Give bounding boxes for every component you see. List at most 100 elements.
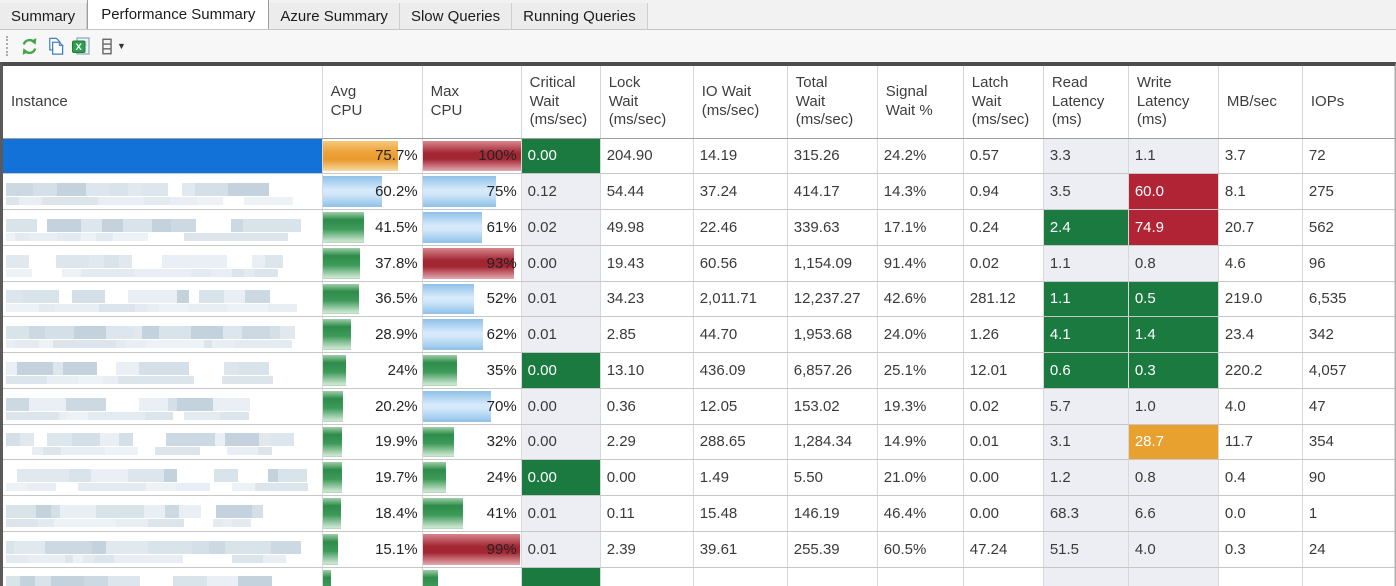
- table-row[interactable]: 20.2% 70% 0.00 0.36 12.05 153.02 19.3% 0.02 5.7 1…: [3, 388, 1395, 425]
- performance-grid: Instance Avg CPU Max CPU Critical Wait (ms/…: [0, 62, 1396, 586]
- avg_cpu-value: 24%: [387, 361, 418, 379]
- table-row[interactable]: 41.5% 61% 0.02 49.98 22.46 339.63 17.1% 0.24 2.4…: [3, 209, 1395, 246]
- copy-button[interactable]: [42, 34, 68, 58]
- instance-cell-redacted[interactable]: [3, 388, 323, 425]
- max_cpu-bar-cell: 99%: [422, 531, 522, 568]
- total_wait-cell: 12,237.27: [787, 281, 878, 318]
- instance-cell-redacted[interactable]: [3, 173, 323, 210]
- column-header-latch_wait[interactable]: Latch Wait (ms/sec): [963, 66, 1044, 139]
- iops-cell: 72: [1302, 138, 1395, 175]
- latch_wait-cell: 0.02: [963, 388, 1044, 425]
- io_wait-cell: 44.70: [693, 316, 788, 353]
- instance-cell-redacted[interactable]: [3, 352, 323, 389]
- avg_cpu-value: 18.4%: [375, 504, 418, 522]
- cpu-bar-green: [322, 212, 364, 243]
- cpu-bar-blue: [422, 390, 492, 422]
- iops-cell: [1302, 567, 1395, 586]
- read_latency-cell: 1.1: [1043, 245, 1129, 282]
- copy-icon: [46, 37, 65, 56]
- signal_wait-cell: 46.4%: [877, 495, 964, 532]
- lock_wait-cell: 13.10: [600, 352, 694, 389]
- table-row[interactable]: 28.9% 62% 0.01 2.85 44.70 1,953.68 24.0% 1.26 4.…: [3, 316, 1395, 353]
- max_cpu-bar-cell: [422, 567, 522, 586]
- cpu-bar-blue: [422, 176, 497, 207]
- cpu-bar-blue: [422, 212, 483, 243]
- max_cpu-bar-cell: 24%: [422, 459, 522, 496]
- total_wait-cell: 414.17: [787, 173, 878, 210]
- read_latency-cell: 1.1: [1043, 281, 1129, 318]
- signal_wait-cell: 91.4%: [877, 245, 964, 282]
- mb_sec-cell: [1218, 567, 1303, 586]
- column-header-read_latency[interactable]: Read Latency (ms): [1043, 66, 1129, 139]
- mb_sec-cell: 8.1: [1218, 173, 1303, 210]
- max_cpu-bar-cell: 41%: [422, 495, 522, 532]
- table-row[interactable]: 75.7% 100% 0.00 204.90 14.19 315.26 24.2% 0.57 3…: [3, 138, 1395, 175]
- toolbar-grip[interactable]: [6, 36, 11, 56]
- critical_wait-cell: 0.01: [521, 495, 601, 532]
- avg_cpu-value: 28.9%: [375, 326, 418, 344]
- iops-cell: 562: [1302, 209, 1395, 246]
- instance-cell-redacted[interactable]: [3, 281, 323, 318]
- table-row[interactable]: 19.9% 32% 0.00 2.29 288.65 1,284.34 14.9% 0.01 3…: [3, 424, 1395, 461]
- table-row[interactable]: 37.8% 93% 0.00 19.43 60.56 1,154.09 91.4% 0.02 1…: [3, 245, 1395, 282]
- table-row[interactable]: 18.4% 41% 0.01 0.11 15.48 146.19 46.4% 0.00 68.3…: [3, 495, 1395, 532]
- io_wait-cell: 12.05: [693, 388, 788, 425]
- table-row[interactable]: 19.7% 24% 0.00 0.00 1.49 5.50 21.0% 0.00 1.2 0.8 0…: [3, 459, 1395, 496]
- table-row[interactable]: 60.2% 75% 0.12 54.44 37.24 414.17 14.3% 0.94 3.5…: [3, 173, 1395, 210]
- export-excel-button[interactable]: X: [68, 34, 94, 58]
- critical_wait-cell: 0.01: [521, 281, 601, 318]
- avg_cpu-bar-cell: 60.2%: [322, 173, 423, 210]
- io_wait-cell: 2,011.71: [693, 281, 788, 318]
- avg_cpu-bar-cell: 37.8%: [322, 245, 423, 282]
- cpu-bar-green: [322, 426, 343, 458]
- mb_sec-cell: 3.7: [1218, 138, 1303, 175]
- signal_wait-cell: 24.2%: [877, 138, 964, 175]
- tab-azure-summary[interactable]: Azure Summary: [269, 3, 400, 29]
- tab-running-queries[interactable]: Running Queries: [512, 3, 648, 29]
- mb_sec-cell: 4.0: [1218, 388, 1303, 425]
- column-header-instance[interactable]: Instance: [3, 66, 323, 139]
- instance-cell-redacted[interactable]: [3, 316, 323, 353]
- column-header-write_latency[interactable]: Write Latency (ms): [1128, 66, 1219, 139]
- instance-cell-selected[interactable]: [3, 138, 323, 175]
- latch_wait-cell: 0.02: [963, 245, 1044, 282]
- refresh-button[interactable]: [16, 34, 42, 58]
- avg_cpu-value: 75.7%: [375, 147, 418, 165]
- instance-cell-redacted[interactable]: [3, 245, 323, 282]
- read_latency-cell: 2.4: [1043, 209, 1129, 246]
- column-header-mb_sec[interactable]: MB/sec: [1218, 66, 1303, 139]
- avg_cpu-bar-cell: 18.4%: [322, 495, 423, 532]
- signal_wait-cell: 60.5%: [877, 531, 964, 568]
- total_wait-cell: 153.02: [787, 388, 878, 425]
- table-row[interactable]: 24% 35% 0.00 13.10 436.09 6,857.26 25.1% 12.01 0…: [3, 352, 1395, 389]
- instance-cell-redacted[interactable]: [3, 459, 323, 496]
- total_wait-cell: [787, 567, 878, 586]
- column-header-io_wait[interactable]: IO Wait (ms/sec): [693, 66, 788, 139]
- tab-slow-queries[interactable]: Slow Queries: [399, 3, 513, 29]
- instance-cell-redacted[interactable]: [3, 209, 323, 246]
- instance-cell-redacted[interactable]: [3, 495, 323, 532]
- instance-cell-redacted[interactable]: [3, 424, 323, 461]
- max_cpu-bar-cell: 61%: [422, 209, 522, 246]
- column-chooser-button[interactable]: ▼: [94, 34, 130, 58]
- read_latency-cell: 3.5: [1043, 173, 1129, 210]
- table-row[interactable]: [3, 567, 1395, 586]
- table-row[interactable]: 15.1% 99% 0.01 2.39 39.61 255.39 60.5% 47.24 51.…: [3, 531, 1395, 568]
- instance-cell-redacted[interactable]: [3, 567, 323, 586]
- lock_wait-cell: 0.11: [600, 495, 694, 532]
- column-header-critical_wait[interactable]: Critical Wait (ms/sec): [521, 66, 601, 139]
- instance-cell-redacted[interactable]: [3, 531, 323, 568]
- io_wait-cell: [693, 567, 788, 586]
- column-header-lock_wait[interactable]: Lock Wait (ms/sec): [600, 66, 694, 139]
- column-header-total_wait[interactable]: Total Wait (ms/sec): [787, 66, 878, 139]
- column-header-avg_cpu[interactable]: Avg CPU: [322, 66, 423, 139]
- column-header-iops[interactable]: IOPs: [1302, 66, 1395, 139]
- tab-summary[interactable]: Summary: [0, 3, 88, 29]
- max_cpu-bar-cell: 35%: [422, 352, 522, 389]
- table-row[interactable]: 36.5% 52% 0.01 34.23 2,011.71 12,237.27 42.6% 2…: [3, 281, 1395, 318]
- column-header-max_cpu[interactable]: Max CPU: [422, 66, 522, 139]
- write_latency-cell: 6.6: [1128, 495, 1219, 532]
- iops-cell: 342: [1302, 316, 1395, 353]
- column-header-signal_wait[interactable]: Signal Wait %: [877, 66, 964, 139]
- tab-performance-summary[interactable]: Performance Summary: [87, 0, 270, 29]
